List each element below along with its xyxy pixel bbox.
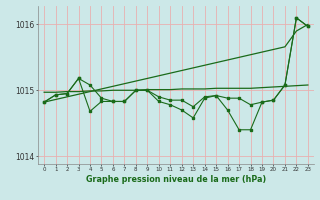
X-axis label: Graphe pression niveau de la mer (hPa): Graphe pression niveau de la mer (hPa) xyxy=(86,175,266,184)
